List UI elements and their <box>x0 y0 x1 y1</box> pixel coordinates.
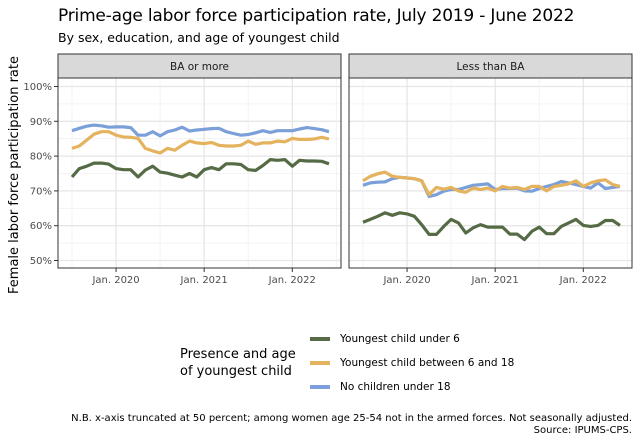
series-line-youngest-child-under-6 <box>362 211 621 242</box>
chart-title: Prime-age labor force participation rate… <box>58 6 575 26</box>
y-tick-label: 50% <box>30 256 52 267</box>
legend-item-no-children: No children under 18 <box>310 381 451 393</box>
facet-panel-1: Less than BA Jan. 2020 Jan. 2021 Jan. 2022 <box>348 53 633 286</box>
x-tick-label: Jan. 2020 <box>91 275 139 286</box>
legend-item-under-6: Youngest child under 6 <box>310 333 460 345</box>
source-note: Source: IPUMS-CPS. <box>533 425 632 436</box>
legend-title: Presence and age of youngest child <box>180 346 296 380</box>
footnote-line-1: N.B. x-axis truncated at 50 percent; amo… <box>71 413 632 424</box>
y-tick-label: 80% <box>30 152 52 163</box>
plot-background <box>349 78 632 268</box>
legend-key-6-to-18 <box>310 361 330 365</box>
facet-panel-0: BA or more Jan. 2020 Jan. 2021 Jan. 2022 50%… <box>23 53 342 286</box>
panel-border <box>348 77 633 269</box>
x-tick-label: Jan. 2022 <box>559 275 607 286</box>
chart-subtitle: By sex, education, and age of youngest c… <box>58 30 340 45</box>
facet-strip-label: Less than BA <box>457 61 526 73</box>
legend-title-line-2: of youngest child <box>180 364 292 379</box>
legend-label-no-children: No children under 18 <box>340 381 451 393</box>
y-tick-label: 60% <box>30 221 52 232</box>
x-tick-label: Jan. 2022 <box>268 275 316 286</box>
series-line-youngest-child-under-6 <box>70 158 330 179</box>
y-axis-label: Female labor force participation rate <box>7 56 22 294</box>
y-tick-label: 70% <box>30 186 52 197</box>
legend-label-under-6: Youngest child under 6 <box>340 333 460 345</box>
facet-strip-label: BA or more <box>170 61 229 73</box>
series-line-no-children-under-18 <box>71 123 330 138</box>
legend-item-6-to-18: Youngest child between 6 and 18 <box>310 357 514 369</box>
legend-key-under-6 <box>310 337 330 341</box>
panel-border <box>57 77 342 269</box>
x-tick-label: Jan. 2021 <box>180 275 228 286</box>
legend-title-line-1: Presence and age <box>180 347 296 362</box>
legend-label-6-to-18: Youngest child between 6 and 18 <box>340 357 515 369</box>
facet-strip <box>348 53 633 79</box>
y-tick-label: 90% <box>30 117 52 128</box>
series-line-youngest-child-between-6-and-18 <box>71 130 330 155</box>
y-tick-label: 100% <box>23 82 52 93</box>
facet-strip <box>57 53 342 79</box>
x-tick-label: Jan. 2020 <box>382 275 430 286</box>
footnote: N.B. x-axis truncated at 50 percent; amo… <box>71 413 632 437</box>
x-tick-label: Jan. 2021 <box>471 275 519 286</box>
legend-key-no-children <box>310 385 330 389</box>
chart-canvas: Female labor force participation rate BA… <box>7 53 633 294</box>
series-line-youngest-child-between-6-and-18 <box>362 170 621 197</box>
